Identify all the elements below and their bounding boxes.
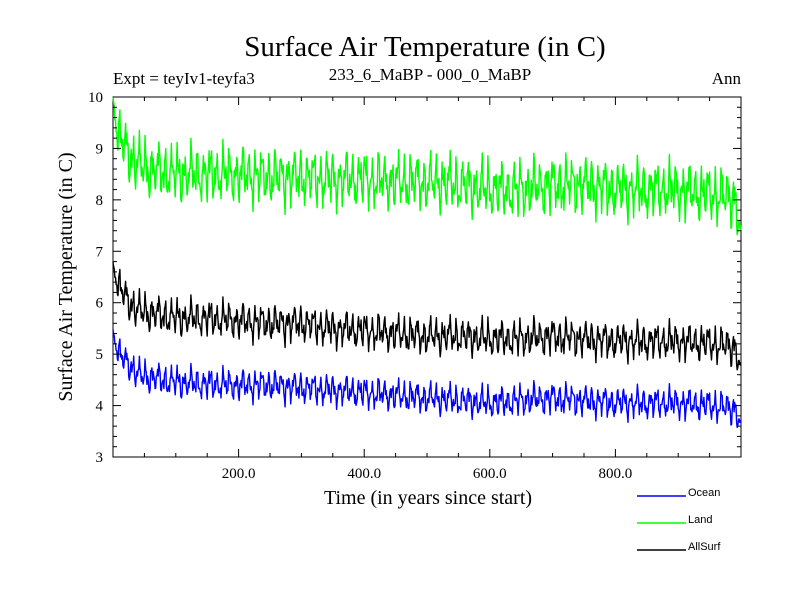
series-layer [112, 96, 742, 429]
y-tick-label: 7 [96, 244, 104, 260]
subtitle-season: Ann [712, 69, 742, 88]
subtitle-expt: Expt = teyIv1-teyfa3 [113, 69, 255, 88]
x-tick-label: 600.0 [473, 466, 507, 482]
y-tick-label: 10 [88, 90, 103, 106]
series-line-ocean [112, 329, 742, 429]
legend-label-ocean: Ocean [688, 487, 720, 499]
legend-label-allsurf: AllSurf [688, 541, 721, 553]
series-line-allsurf [112, 262, 742, 371]
subtitle-period: 233_6_MaBP - 000_0_MaBP [329, 65, 531, 84]
series-line-land [112, 96, 742, 236]
x-tick-label: 800.0 [599, 466, 633, 482]
axes-layer: 200.0 400.0 600.0 800.0 3 4 5 6 7 8 9 10 [88, 90, 741, 482]
y-tick-label: 5 [96, 347, 104, 363]
legend-label-land: Land [688, 514, 712, 526]
y-tick-label: 9 [96, 141, 104, 157]
y-tick-label: 6 [96, 296, 104, 312]
x-axis-label: Time (in years since start) [324, 487, 532, 509]
y-tick-label: 4 [96, 399, 104, 415]
y-tick-label: 8 [96, 193, 104, 209]
legend: Ocean Land AllSurf [637, 487, 721, 553]
x-tick-label: 400.0 [347, 466, 381, 482]
x-tick-label: 200.0 [222, 466, 256, 482]
chart-title: Surface Air Temperature (in C) [244, 31, 605, 63]
y-axis-label: Surface Air Temperature (in C) [55, 152, 77, 401]
y-tick-label: 3 [96, 450, 104, 466]
